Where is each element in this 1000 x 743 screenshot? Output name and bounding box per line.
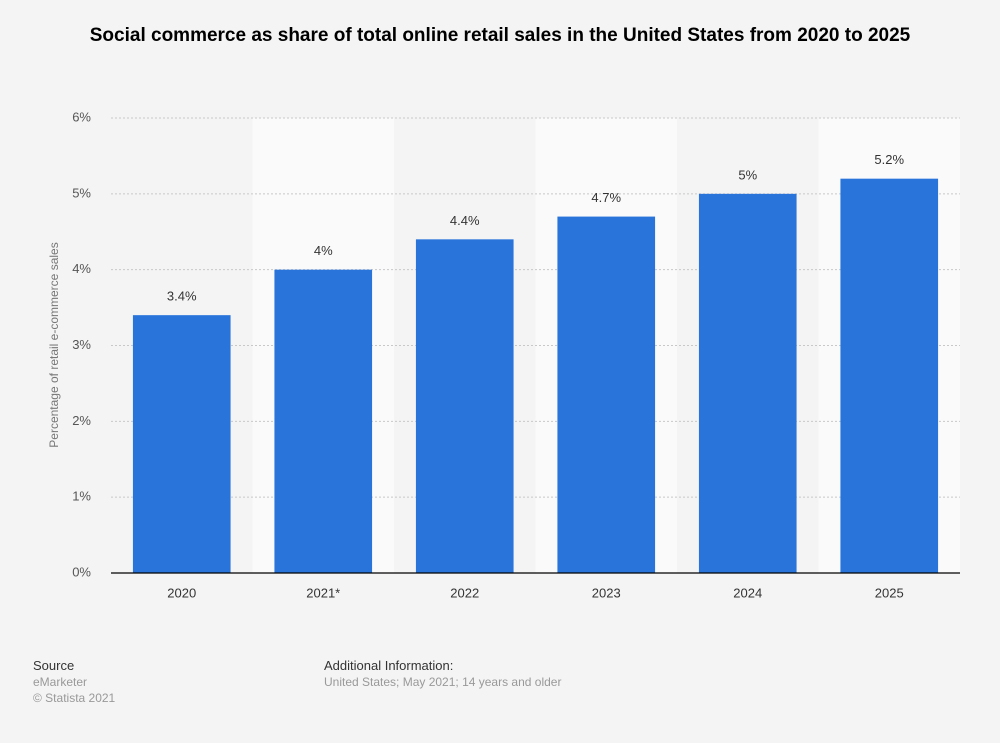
bar [698,193,797,574]
value-label: 3.4% [167,289,197,304]
info: United States; May 2021; 14 years and ol… [324,675,562,689]
y-tick-label: 1% [72,489,91,504]
x-tick-label: 2021* [306,585,340,600]
y-tick-label: 3% [72,337,91,352]
value-label: 4% [314,243,333,258]
y-tick-label: 5% [72,185,91,200]
info-block: Additional Information: United States; M… [324,658,561,690]
source-block: Source eMarketer © Statista 2021 [33,658,115,706]
value-label: 4.4% [450,213,480,228]
x-tick-label: 2020 [167,585,196,600]
y-tick-label: 0% [72,564,91,579]
y-tick-label: 6% [72,109,91,124]
x-tick-label: 2025 [875,585,904,600]
y-tick-label: 2% [72,413,91,428]
x-tick-label: 2023 [592,585,621,600]
value-label: 5.2% [874,152,904,167]
value-label: 4.7% [591,190,621,205]
bar [132,315,231,573]
bar [557,216,656,574]
info-heading: Additional Information: [324,658,454,673]
y-axis-label: Percentage of retail e-commerce sales [47,242,61,447]
chart-title: Social commerce as share of total online… [89,25,911,46]
bar [840,178,939,573]
bar [415,239,514,574]
value-label: 5% [738,167,757,182]
x-tick-label: 2022 [450,585,479,600]
x-tick-label: 2024 [733,585,762,600]
source: eMarketer [33,675,88,689]
bar [274,269,373,573]
y-tick-label: 4% [72,261,91,276]
source-heading: Source [33,658,75,673]
copyright: © Statista 2021 [33,691,116,705]
